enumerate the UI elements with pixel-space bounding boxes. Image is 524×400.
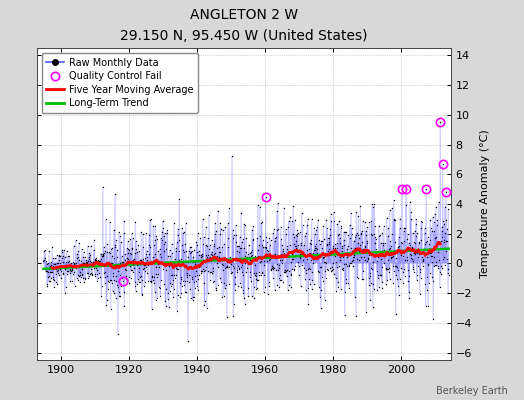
Legend: Raw Monthly Data, Quality Control Fail, Five Year Moving Average, Long-Term Tren: Raw Monthly Data, Quality Control Fail, … — [41, 53, 198, 113]
Title: ANGLETON 2 W
29.150 N, 95.450 W (United States): ANGLETON 2 W 29.150 N, 95.450 W (United … — [120, 8, 367, 43]
Text: Berkeley Earth: Berkeley Earth — [436, 386, 508, 396]
Y-axis label: Temperature Anomaly (°C): Temperature Anomaly (°C) — [481, 130, 490, 278]
